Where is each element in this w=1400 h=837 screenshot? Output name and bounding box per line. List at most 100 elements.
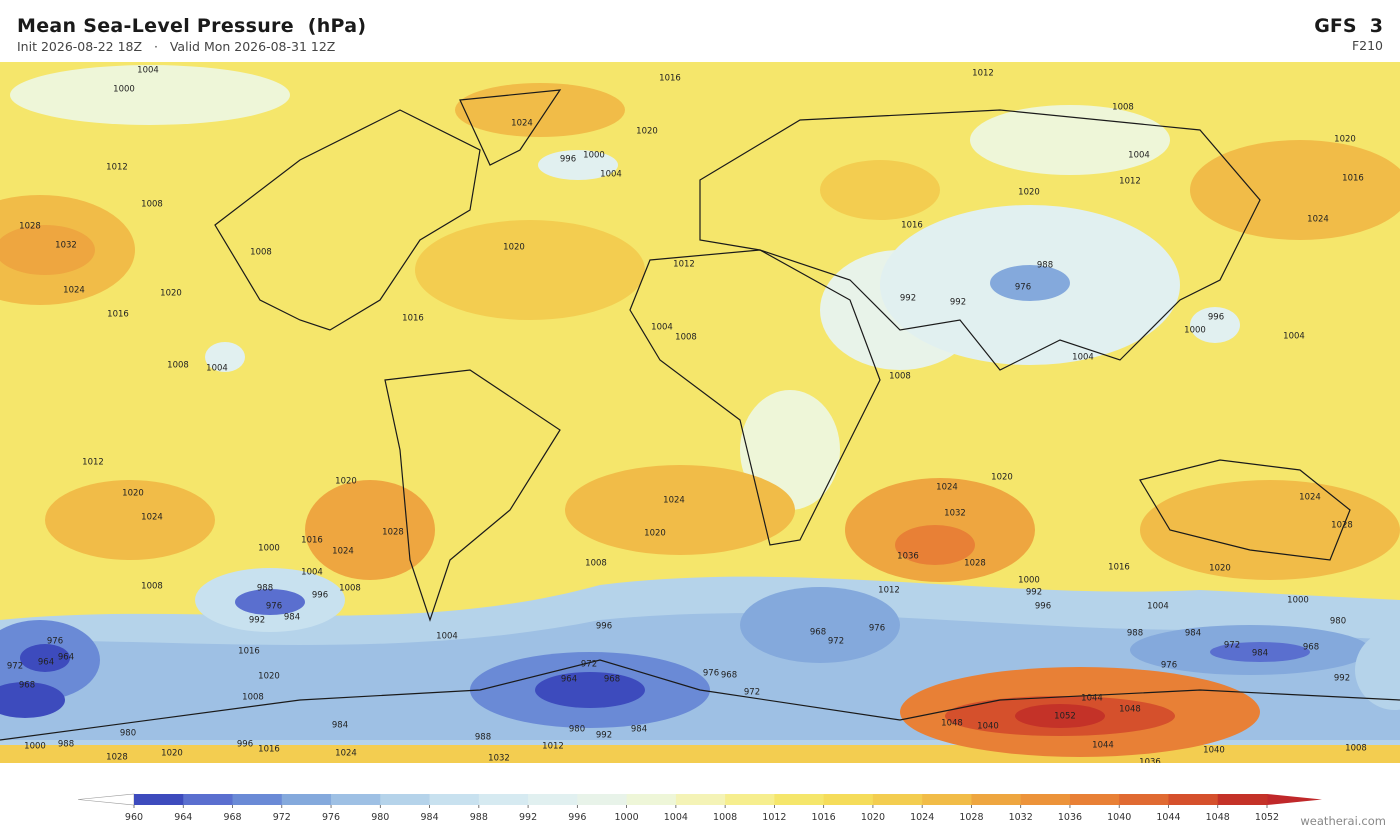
contour-label: 1000 xyxy=(1184,326,1206,336)
contour-label: 992 xyxy=(950,298,966,308)
colorbar-bin xyxy=(1168,794,1219,805)
contour-label: 1020 xyxy=(1018,188,1040,198)
contour-label: 988 xyxy=(1037,261,1053,271)
colorbar: 960 964 968 972 976 980 984 988 992 996 1000 1004 10… xyxy=(77,793,1322,823)
model-name: GFS 3 xyxy=(1314,15,1383,37)
contour-label: 1044 xyxy=(1092,741,1114,751)
contour-label: 984 xyxy=(332,721,348,731)
colorbar-tick-label: 1044 xyxy=(1156,812,1180,823)
colorbar-bin xyxy=(823,794,874,805)
contour-label: 992 xyxy=(1026,588,1042,598)
contour-label: 1040 xyxy=(1203,746,1225,756)
contour-label: 996 xyxy=(1035,602,1051,612)
pressure-map: 1004 1000 1016 1012 1024 1020 996 1000 1004 1008 1… xyxy=(0,62,1400,763)
contour-label: 1000 xyxy=(258,544,280,554)
contour-label: 1028 xyxy=(964,559,986,569)
contour-label: 976 xyxy=(703,669,719,679)
contour-label: 1004 xyxy=(137,66,159,76)
contour-label: 980 xyxy=(1330,617,1346,627)
contour-label: 1004 xyxy=(1128,151,1150,161)
contour-label: 976 xyxy=(1161,661,1177,671)
contour-label: 980 xyxy=(569,725,585,735)
contour-label: 1028 xyxy=(382,528,404,538)
contour-label: 1008 xyxy=(167,361,189,371)
contour-label: 1016 xyxy=(1342,174,1364,184)
footer-credit: weatherai.com xyxy=(1300,814,1386,828)
contour-label: 1016 xyxy=(258,745,280,755)
contour-label: 1024 xyxy=(936,483,958,493)
contour-label: 1036 xyxy=(1139,758,1161,764)
contour-label: 976 xyxy=(266,602,282,612)
contour-label: 1008 xyxy=(242,693,264,703)
contour-label: 1000 xyxy=(24,742,46,752)
contour-label: 972 xyxy=(581,660,597,670)
colorbar-bin xyxy=(478,794,529,805)
contour-label: 1000 xyxy=(1287,596,1309,606)
contour-label: 1020 xyxy=(503,243,525,253)
contour-label: 992 xyxy=(596,731,612,741)
contour-label: 1020 xyxy=(636,127,658,137)
contour-label: 976 xyxy=(1015,283,1031,293)
contour-label: 980 xyxy=(120,729,136,739)
colorbar-tick-label: 1028 xyxy=(959,812,983,823)
contour-label: 1008 xyxy=(141,582,163,592)
contour-label: 992 xyxy=(1334,674,1350,684)
colorbar-bin xyxy=(971,794,1022,805)
colorbar-bin xyxy=(1069,794,1120,805)
contour-label: 1012 xyxy=(972,69,994,79)
contour-label: 1008 xyxy=(250,248,272,258)
contour-label: 984 xyxy=(631,725,647,735)
colorbar-tick-label: 1012 xyxy=(762,812,786,823)
contour-label: 996 xyxy=(237,740,253,750)
contour-label: 984 xyxy=(1252,649,1268,659)
colorbar-tick-label: 968 xyxy=(223,812,241,823)
contour-label: 972 xyxy=(7,662,23,672)
contour-label: 968 xyxy=(721,671,737,681)
contour-label: 996 xyxy=(312,591,328,601)
colorbar-bin xyxy=(774,794,825,805)
colorbar-tick-label: 1052 xyxy=(1255,812,1279,823)
contour-label: 968 xyxy=(810,628,826,638)
colorbar-bin xyxy=(331,794,381,805)
contour-label: 996 xyxy=(560,155,576,165)
contour-label: 1016 xyxy=(107,310,129,320)
contour-label: 1008 xyxy=(1345,744,1367,754)
contour-label: 1024 xyxy=(141,513,163,523)
contour-label: 1016 xyxy=(659,74,681,84)
contour-label: 1028 xyxy=(19,222,41,232)
contour-label: 1024 xyxy=(1299,493,1321,503)
colorbar-tick-label: 964 xyxy=(174,812,192,823)
contour-label: 1032 xyxy=(55,241,77,251)
contour-label: 1004 xyxy=(1283,332,1305,342)
contour-label: 988 xyxy=(475,733,491,743)
contour-label: 988 xyxy=(58,740,74,750)
contour-label: 1028 xyxy=(1331,521,1353,531)
contour-label: 1016 xyxy=(901,221,923,231)
colorbar-tick-label: 960 xyxy=(125,812,143,823)
contour-label: 1008 xyxy=(889,372,911,382)
contour-label: 1008 xyxy=(141,200,163,210)
colorbar-tick-label: 988 xyxy=(470,812,488,823)
colorbar-bin xyxy=(577,794,628,805)
colorbar-tick-label: 976 xyxy=(322,812,340,823)
contour-label: 1020 xyxy=(258,672,280,682)
contour-label: 984 xyxy=(1185,629,1201,639)
contour-label: 1048 xyxy=(1119,705,1141,715)
contour-label: 964 xyxy=(58,653,74,663)
contour-label: 1004 xyxy=(1072,353,1094,363)
colorbar-bin xyxy=(1217,794,1268,805)
contour-label: 1036 xyxy=(897,552,919,562)
colorbar-tick-label: 1004 xyxy=(664,812,688,823)
contour-label: 1012 xyxy=(106,163,128,173)
contour-label: 1016 xyxy=(301,536,323,546)
colorbar-tick-label: 1020 xyxy=(861,812,885,823)
colorbar-tick-label: 1024 xyxy=(910,812,934,823)
contour-labels: 1004 1000 1016 1012 1024 1020 996 1000 1004 1008 1… xyxy=(7,66,1367,764)
colorbar-tick-label: 980 xyxy=(371,812,389,823)
contour-label: 972 xyxy=(744,688,760,698)
colorbar-bin xyxy=(528,794,578,805)
contour-label: 968 xyxy=(604,675,620,685)
colorbar-bin xyxy=(183,794,234,805)
contour-label: 1020 xyxy=(160,289,182,299)
